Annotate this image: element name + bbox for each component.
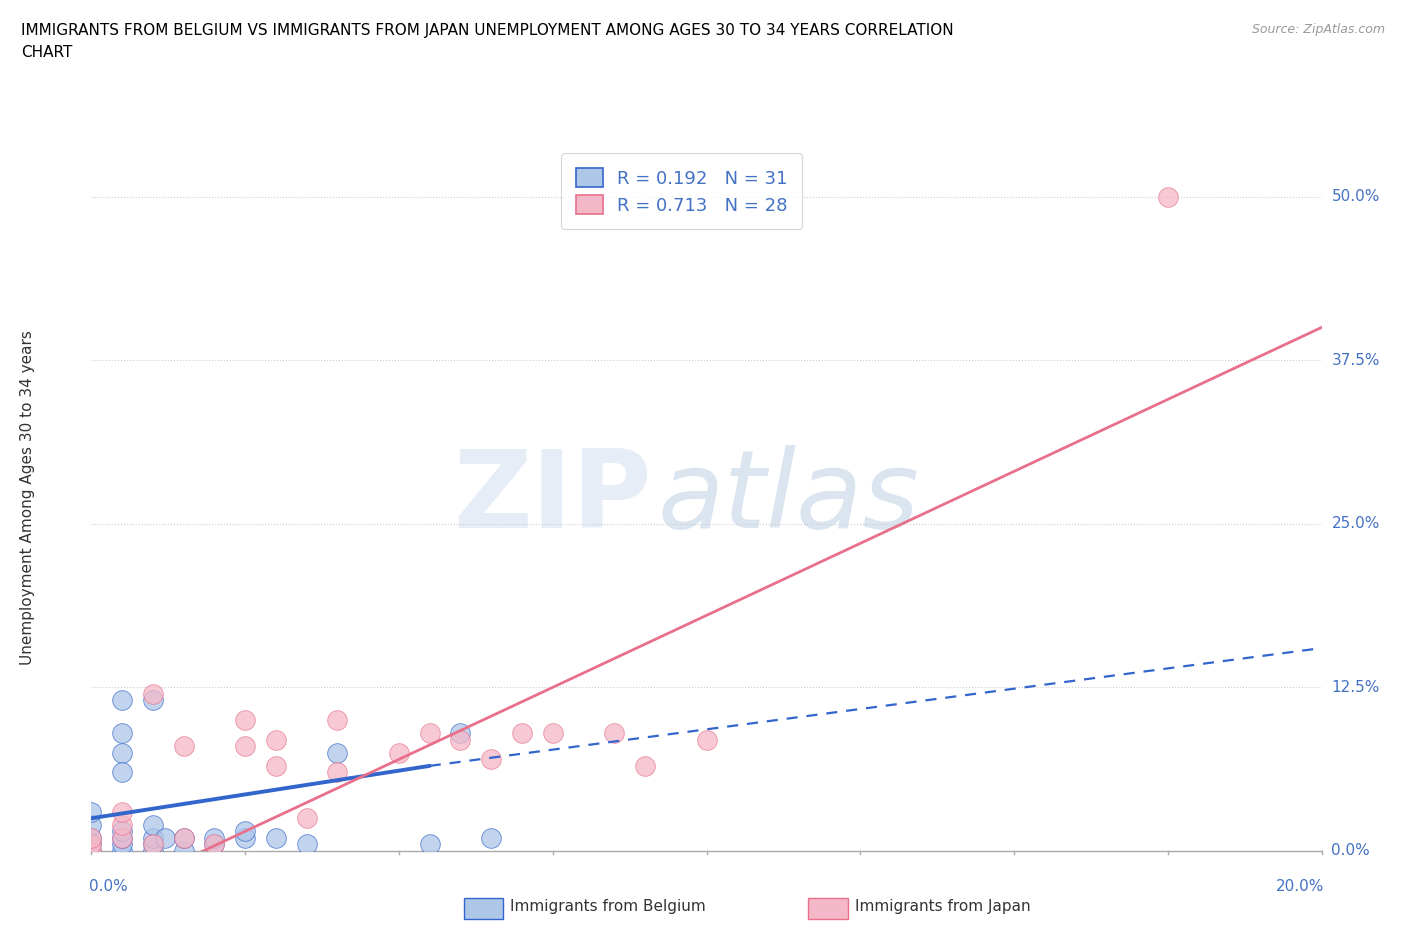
Point: [388, 745, 411, 760]
Text: atlas: atlas: [657, 445, 920, 550]
Point: [479, 751, 502, 766]
Point: [233, 738, 256, 753]
Point: [173, 738, 195, 753]
Text: CHART: CHART: [21, 45, 73, 60]
Point: [233, 712, 256, 727]
Text: IMMIGRANTS FROM BELGIUM VS IMMIGRANTS FROM JAPAN UNEMPLOYMENT AMONG AGES 30 TO 3: IMMIGRANTS FROM BELGIUM VS IMMIGRANTS FR…: [21, 23, 953, 38]
Point: [80, 837, 103, 852]
Point: [111, 830, 134, 845]
Point: [111, 824, 134, 839]
Point: [202, 830, 225, 845]
Text: 50.0%: 50.0%: [1331, 189, 1379, 204]
Point: [1157, 189, 1180, 204]
Point: [419, 725, 441, 740]
Text: Immigrants from Belgium: Immigrants from Belgium: [510, 899, 706, 914]
Point: [510, 725, 533, 740]
Point: [264, 732, 287, 747]
Point: [142, 817, 165, 832]
Point: [264, 830, 287, 845]
Point: [326, 712, 349, 727]
Point: [696, 732, 718, 747]
Point: [419, 837, 441, 852]
Point: [142, 844, 165, 858]
Point: [142, 686, 165, 701]
Point: [326, 765, 349, 780]
Point: [111, 725, 134, 740]
Point: [142, 837, 165, 852]
Point: [295, 837, 318, 852]
Text: 0.0%: 0.0%: [89, 879, 128, 895]
Text: Immigrants from Japan: Immigrants from Japan: [855, 899, 1031, 914]
Text: Source: ZipAtlas.com: Source: ZipAtlas.com: [1251, 23, 1385, 36]
Text: 25.0%: 25.0%: [1331, 516, 1379, 531]
Point: [449, 732, 471, 747]
Point: [80, 817, 103, 832]
Point: [295, 811, 318, 826]
Point: [634, 759, 657, 774]
Point: [603, 725, 626, 740]
Text: ZIP: ZIP: [453, 445, 651, 551]
Point: [142, 693, 165, 708]
Point: [142, 837, 165, 852]
Point: [80, 830, 103, 845]
Point: [264, 759, 287, 774]
Text: 20.0%: 20.0%: [1275, 879, 1324, 895]
Point: [326, 745, 349, 760]
Text: 37.5%: 37.5%: [1331, 352, 1379, 367]
Point: [111, 817, 134, 832]
Point: [111, 837, 134, 852]
Point: [153, 830, 177, 845]
Point: [173, 830, 195, 845]
Point: [111, 830, 134, 845]
Point: [541, 725, 564, 740]
Point: [111, 693, 134, 708]
Point: [233, 830, 256, 845]
Text: Unemployment Among Ages 30 to 34 years: Unemployment Among Ages 30 to 34 years: [20, 330, 35, 665]
Point: [80, 804, 103, 819]
Point: [202, 837, 225, 852]
Point: [233, 824, 256, 839]
Point: [80, 837, 103, 852]
Point: [111, 844, 134, 858]
Point: [111, 765, 134, 780]
Point: [173, 844, 195, 858]
Point: [111, 804, 134, 819]
Point: [142, 830, 165, 845]
Point: [80, 844, 103, 858]
Point: [80, 844, 103, 858]
Point: [449, 725, 471, 740]
Point: [111, 745, 134, 760]
Point: [479, 830, 502, 845]
Legend: R = 0.192   N = 31, R = 0.713   N = 28: R = 0.192 N = 31, R = 0.713 N = 28: [561, 153, 803, 229]
Point: [173, 830, 195, 845]
Text: 0.0%: 0.0%: [1331, 844, 1371, 858]
Text: 12.5%: 12.5%: [1331, 680, 1379, 695]
Point: [80, 830, 103, 845]
Point: [202, 837, 225, 852]
